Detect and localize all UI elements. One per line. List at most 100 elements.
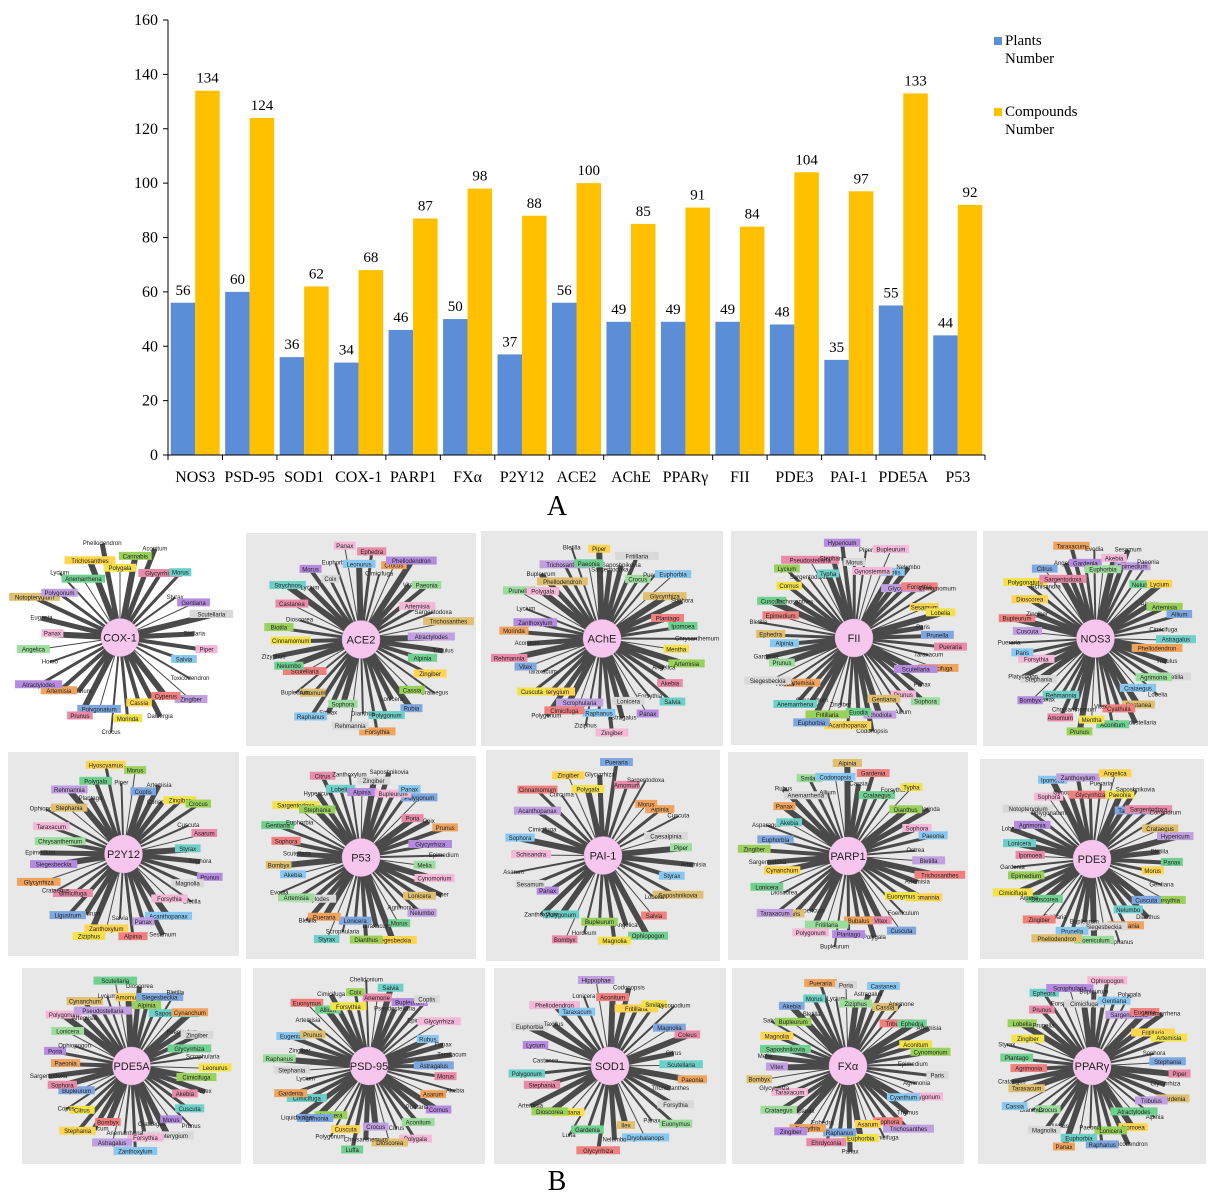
leaf-tag xyxy=(652,890,704,899)
leaf-tag xyxy=(299,805,336,814)
data-label: 68 xyxy=(363,250,378,266)
data-label: 104 xyxy=(795,152,818,168)
leaf-tag xyxy=(330,1002,367,1011)
hub-label: PARP1 xyxy=(830,851,865,863)
leaf-tag xyxy=(581,917,618,926)
leaf-label: Cassia xyxy=(876,1005,895,1011)
leaf-label: Piper xyxy=(435,893,449,899)
leaf-tag xyxy=(115,993,142,1002)
leaf-tag xyxy=(274,1089,308,1098)
leaf-label: Ephedra xyxy=(360,550,383,556)
leaf-label: Melia xyxy=(417,863,432,869)
leaf-label: Smilax xyxy=(645,1003,663,1009)
leaf-label: Crataegus xyxy=(421,690,449,696)
leaf-tag xyxy=(401,793,438,802)
leaf-label: Dioscorea xyxy=(536,1110,564,1116)
leaf-tag xyxy=(1020,675,1057,684)
x-axis: NOS3 PSD-95 SOD1 COX-1 PARP1 FXα P2Y12 ACE2 AChE… xyxy=(167,454,986,486)
hub-node xyxy=(583,836,623,875)
leaf-tag xyxy=(413,860,436,869)
leaf-tag xyxy=(588,544,611,553)
leaf-tag xyxy=(502,586,536,595)
leaf-label: Amomum xyxy=(1047,716,1073,722)
legend-swatch xyxy=(994,37,1002,45)
y-tick-label: 40 xyxy=(142,338,158,355)
leaf-tag xyxy=(551,771,585,780)
data-label: 56 xyxy=(175,283,191,299)
data-label: 49 xyxy=(720,302,735,318)
leaf-label: Sargentodoxa xyxy=(30,1074,68,1080)
leaf-label: Rehmannia xyxy=(1046,693,1077,699)
leaf-tag xyxy=(127,1133,164,1142)
leaf-label: Sophora xyxy=(189,859,212,865)
leaf-label: Sargentodoxa xyxy=(1110,1013,1148,1019)
leaf-tag xyxy=(668,621,698,630)
leaf-label: Ipomoea xyxy=(1121,1126,1145,1132)
leaf-tag xyxy=(843,557,866,566)
leaf-label: Eugenia xyxy=(1134,1011,1157,1017)
leaf-label: Polygala xyxy=(576,787,600,793)
leaf-label: Dianthus xyxy=(894,808,918,814)
network-panel: AlpiniaCuscutaCaesalpiniaPiperArtemisiaS… xyxy=(486,750,720,961)
network-panel: BupleurumCoptisNelumboGlycyrrhizaForsyth… xyxy=(731,531,977,745)
leaf-label: Zingiber xyxy=(557,774,579,780)
leaf-tag xyxy=(571,1125,604,1134)
leaf-label: Siegesbeckia xyxy=(36,863,72,869)
leaf-label: Glycyrrhiza xyxy=(650,595,681,601)
leaf-label: Gentiana xyxy=(265,824,290,830)
leaf-label: Euonymus xyxy=(662,1122,690,1128)
leaf-label: Chrysanthemum xyxy=(1052,708,1096,714)
leaf-label: Polygala xyxy=(531,590,555,596)
leaf-label: Sophora xyxy=(1143,1051,1166,1057)
leaf-label: Hypericum xyxy=(796,908,825,914)
leaf-label: Salvia xyxy=(763,1019,780,1025)
leaf-label: Amomum xyxy=(614,783,640,789)
leaf-label: Agrimonia xyxy=(903,1081,931,1087)
leaf-tag xyxy=(413,1061,454,1070)
bar-compounds xyxy=(957,204,983,455)
bar-plants xyxy=(497,354,523,455)
leaf-tag xyxy=(315,1005,341,1014)
leaf-label: Gardenia xyxy=(278,1092,303,1098)
leaf-label: Atractylodes xyxy=(415,635,448,641)
leaf-label: Phellodendron xyxy=(543,580,582,586)
leaf-label: Epimedium xyxy=(766,614,796,620)
leaf-tag xyxy=(371,1138,408,1147)
leaf-tag xyxy=(294,712,328,721)
leaf-label: Taxillus xyxy=(544,1022,564,1028)
leaf-label: Lobelia xyxy=(1001,827,1021,833)
leaf-tag xyxy=(1149,895,1186,904)
leaf-tag xyxy=(61,574,106,583)
leaf-label: Cimicifuga xyxy=(317,992,346,998)
leaf-label: Crocus xyxy=(102,730,121,736)
leaf-label: Taraxacum xyxy=(37,825,66,831)
leaf-label: Bletilla xyxy=(803,1012,821,1018)
leaf-label: Morus xyxy=(302,567,319,573)
leaf-label: Zingiber xyxy=(780,1130,802,1136)
leaf-label: Phellodendron xyxy=(535,1004,574,1010)
leaf-tag xyxy=(69,1105,95,1114)
leaf-tag xyxy=(574,559,604,568)
leaf-tag xyxy=(750,882,784,891)
leaf-label: Sophora xyxy=(275,839,298,845)
data-label: 62 xyxy=(309,266,324,282)
hub-node xyxy=(590,1046,630,1086)
leaf-label: Tribulus xyxy=(1156,659,1177,665)
leaf-tag xyxy=(909,602,939,611)
leaf-label: Asparagus xyxy=(752,823,781,829)
leaf-label: Dioscorea xyxy=(1016,598,1044,604)
leaf-tag xyxy=(45,1010,83,1019)
leaf-label: Citrus xyxy=(315,774,331,780)
leaf-tag xyxy=(845,707,872,716)
leaf-label: Euphorbia xyxy=(286,820,314,826)
leaf-tag xyxy=(274,661,304,670)
leaf-label: Akebia xyxy=(661,682,680,688)
leaf-tag xyxy=(884,891,918,900)
leaf-label: Panax xyxy=(401,788,418,794)
network-leaves: Morinda Sophora Paeonia Ostrea Bletilla Trich… xyxy=(737,759,966,951)
leaf-tag xyxy=(1007,871,1045,880)
leaf-tag xyxy=(275,599,309,608)
